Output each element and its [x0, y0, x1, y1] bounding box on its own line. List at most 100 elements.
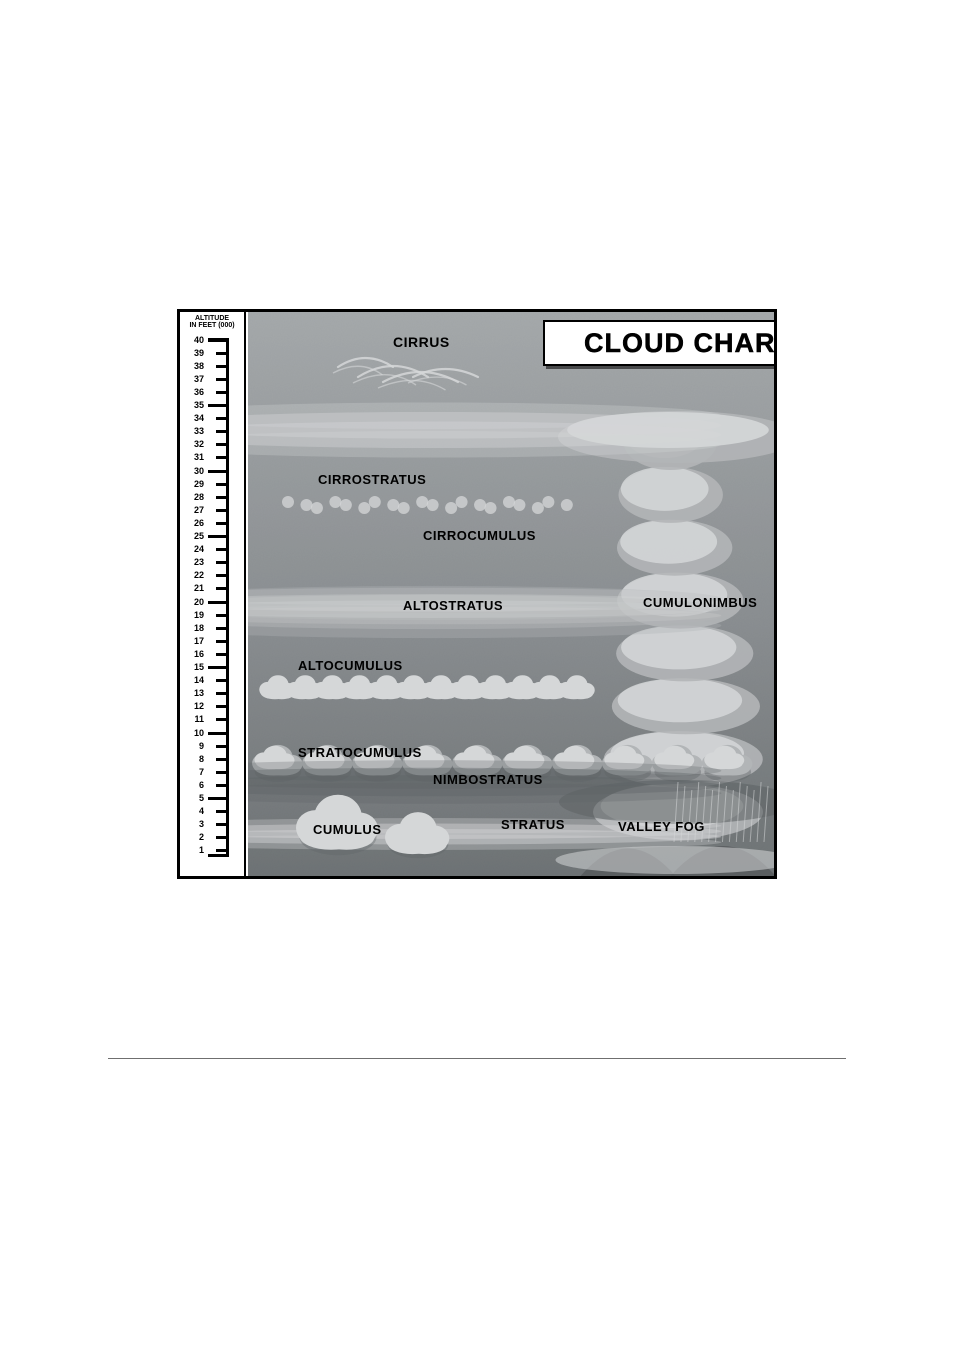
altitude-tick-label: 1: [199, 845, 204, 855]
altitude-tick-label: 16: [194, 649, 204, 659]
altitude-tick-mark: [216, 627, 226, 630]
altitude-tick-label: 38: [194, 361, 204, 371]
altitude-tick-label: 10: [194, 728, 204, 738]
altitude-tick-mark: [216, 692, 226, 695]
altitude-tick-mark: [216, 587, 226, 590]
altitude-tick-label: 39: [194, 348, 204, 358]
altitude-tick-mark: [216, 483, 226, 486]
cloud-chart-frame: ALTITUDE IN FEET (000) 40393837363534333…: [177, 309, 777, 879]
altitude-tick-label: 2: [199, 832, 204, 842]
altitude-tick-mark: [216, 823, 226, 826]
altitude-tick-mark: [216, 509, 226, 512]
footer-divider: [108, 1058, 846, 1059]
altitude-tick-mark: [208, 470, 226, 473]
altitude-tick-label: 13: [194, 688, 204, 698]
altitude-tick-label: 36: [194, 387, 204, 397]
altitude-tick-mark: [216, 653, 226, 656]
altitude-tick-mark: [208, 535, 226, 538]
altitude-tick-label: 19: [194, 610, 204, 620]
altitude-tick-label: 40: [194, 335, 204, 345]
altitude-tick-mark: [208, 404, 226, 407]
stratocumulus-label: STRATOCUMULUS: [298, 745, 422, 760]
cumulonimbus-label: CUMULONIMBUS: [643, 595, 757, 610]
stratus-label: STRATUS: [501, 817, 565, 832]
altitude-tick-label: 8: [199, 754, 204, 764]
cloud-illustration-svg: [248, 312, 774, 876]
valley-fog-label: VALLEY FOG: [618, 819, 705, 834]
altitude-tick-mark: [216, 758, 226, 761]
altitude-tick-mark: [216, 365, 226, 368]
altitude-tick-label: 34: [194, 413, 204, 423]
altitude-tick-label: 28: [194, 492, 204, 502]
altitude-tick-mark: [216, 352, 226, 355]
altitude-tick-mark: [208, 732, 226, 735]
altitude-tick-mark: [216, 810, 226, 813]
altitude-tick-mark: [216, 443, 226, 446]
altitude-tick-label: 35: [194, 400, 204, 410]
altitude-tick-label: 3: [199, 819, 204, 829]
altitude-axis-line: [226, 338, 229, 855]
altitude-tick-mark: [208, 797, 226, 800]
altitude-tick-mark: [216, 430, 226, 433]
altitude-tick-label: 17: [194, 636, 204, 646]
altitude-tick-label: 24: [194, 544, 204, 554]
altitude-tick-mark: [216, 705, 226, 708]
altitude-tick-mark: [216, 784, 226, 787]
altitude-tick-mark: [208, 666, 226, 669]
page: ALTITUDE IN FEET (000) 40393837363534333…: [0, 0, 954, 1351]
altitude-tick-mark: [216, 771, 226, 774]
altitude-tick-label: 32: [194, 439, 204, 449]
altitude-tick-mark: [216, 561, 226, 564]
cumulus-label: CUMULUS: [313, 822, 382, 837]
altitude-tick-label: 33: [194, 426, 204, 436]
altitude-tick-label: 29: [194, 479, 204, 489]
altitude-tick-mark: [216, 522, 226, 525]
altitude-tick-mark: [216, 574, 226, 577]
altitude-tick-label: 22: [194, 570, 204, 580]
altitude-tick-mark: [216, 548, 226, 551]
altitude-tick-mark: [216, 378, 226, 381]
cirrostratus-label: CIRROSTRATUS: [318, 472, 426, 487]
altitude-tick-label: 23: [194, 557, 204, 567]
altitude-axis-cap: [208, 854, 229, 857]
altitude-tick-label: 14: [194, 675, 204, 685]
altitude-tick-label: 37: [194, 374, 204, 384]
altitude-tick-mark: [208, 601, 226, 604]
altitude-tick-mark: [216, 496, 226, 499]
altitude-tick-label: 6: [199, 780, 204, 790]
altitude-tick-label: 20: [194, 597, 204, 607]
altitude-tick-label: 7: [199, 767, 204, 777]
cirrus-label: CIRRUS: [393, 334, 450, 350]
altitude-tick-label: 31: [194, 452, 204, 462]
chart-title-box: CLOUD CHART: [543, 320, 774, 366]
altocumulus-label: ALTOCUMULUS: [298, 658, 403, 673]
chart-title: CLOUD CHART: [584, 328, 774, 359]
altitude-tick-mark: [216, 456, 226, 459]
altitude-tick-mark: [216, 391, 226, 394]
altitude-tick-label: 26: [194, 518, 204, 528]
altitude-tick-mark: [216, 718, 226, 721]
altitude-tick-label: 15: [194, 662, 204, 672]
altitude-tick-label: 30: [194, 466, 204, 476]
altitude-tick-label: 11: [194, 714, 204, 724]
altitude-tick-mark: [216, 679, 226, 682]
altitude-tick-label: 5: [199, 793, 204, 803]
altitude-tick-label: 9: [199, 741, 204, 751]
altitude-tick-mark: [216, 849, 226, 852]
altitude-tick-label: 27: [194, 505, 204, 515]
altitude-tick-mark: [216, 614, 226, 617]
altostratus-label: ALTOSTRATUS: [403, 598, 503, 613]
altitude-tick-mark: [216, 836, 226, 839]
altitude-axis-cap: [208, 338, 229, 341]
cirrocumulus-label: CIRROCUMULUS: [423, 528, 536, 543]
altitude-tick-label: 12: [194, 701, 204, 711]
altitude-tick-mark: [216, 745, 226, 748]
altitude-axis-header: ALTITUDE IN FEET (000): [180, 315, 244, 330]
altitude-tick-mark: [216, 417, 226, 420]
altitude-tick-label: 21: [194, 583, 204, 593]
altitude-axis-panel: ALTITUDE IN FEET (000) 40393837363534333…: [180, 312, 246, 876]
cloud-sky-panel: CLOUD CHART CIRRUS CIRROSTRATUS CIRROCUMUL…: [248, 312, 774, 876]
altitude-tick-label: 18: [194, 623, 204, 633]
altitude-tick-label: 25: [194, 531, 204, 541]
nimbostratus-label: NIMBOSTRATUS: [433, 772, 543, 787]
